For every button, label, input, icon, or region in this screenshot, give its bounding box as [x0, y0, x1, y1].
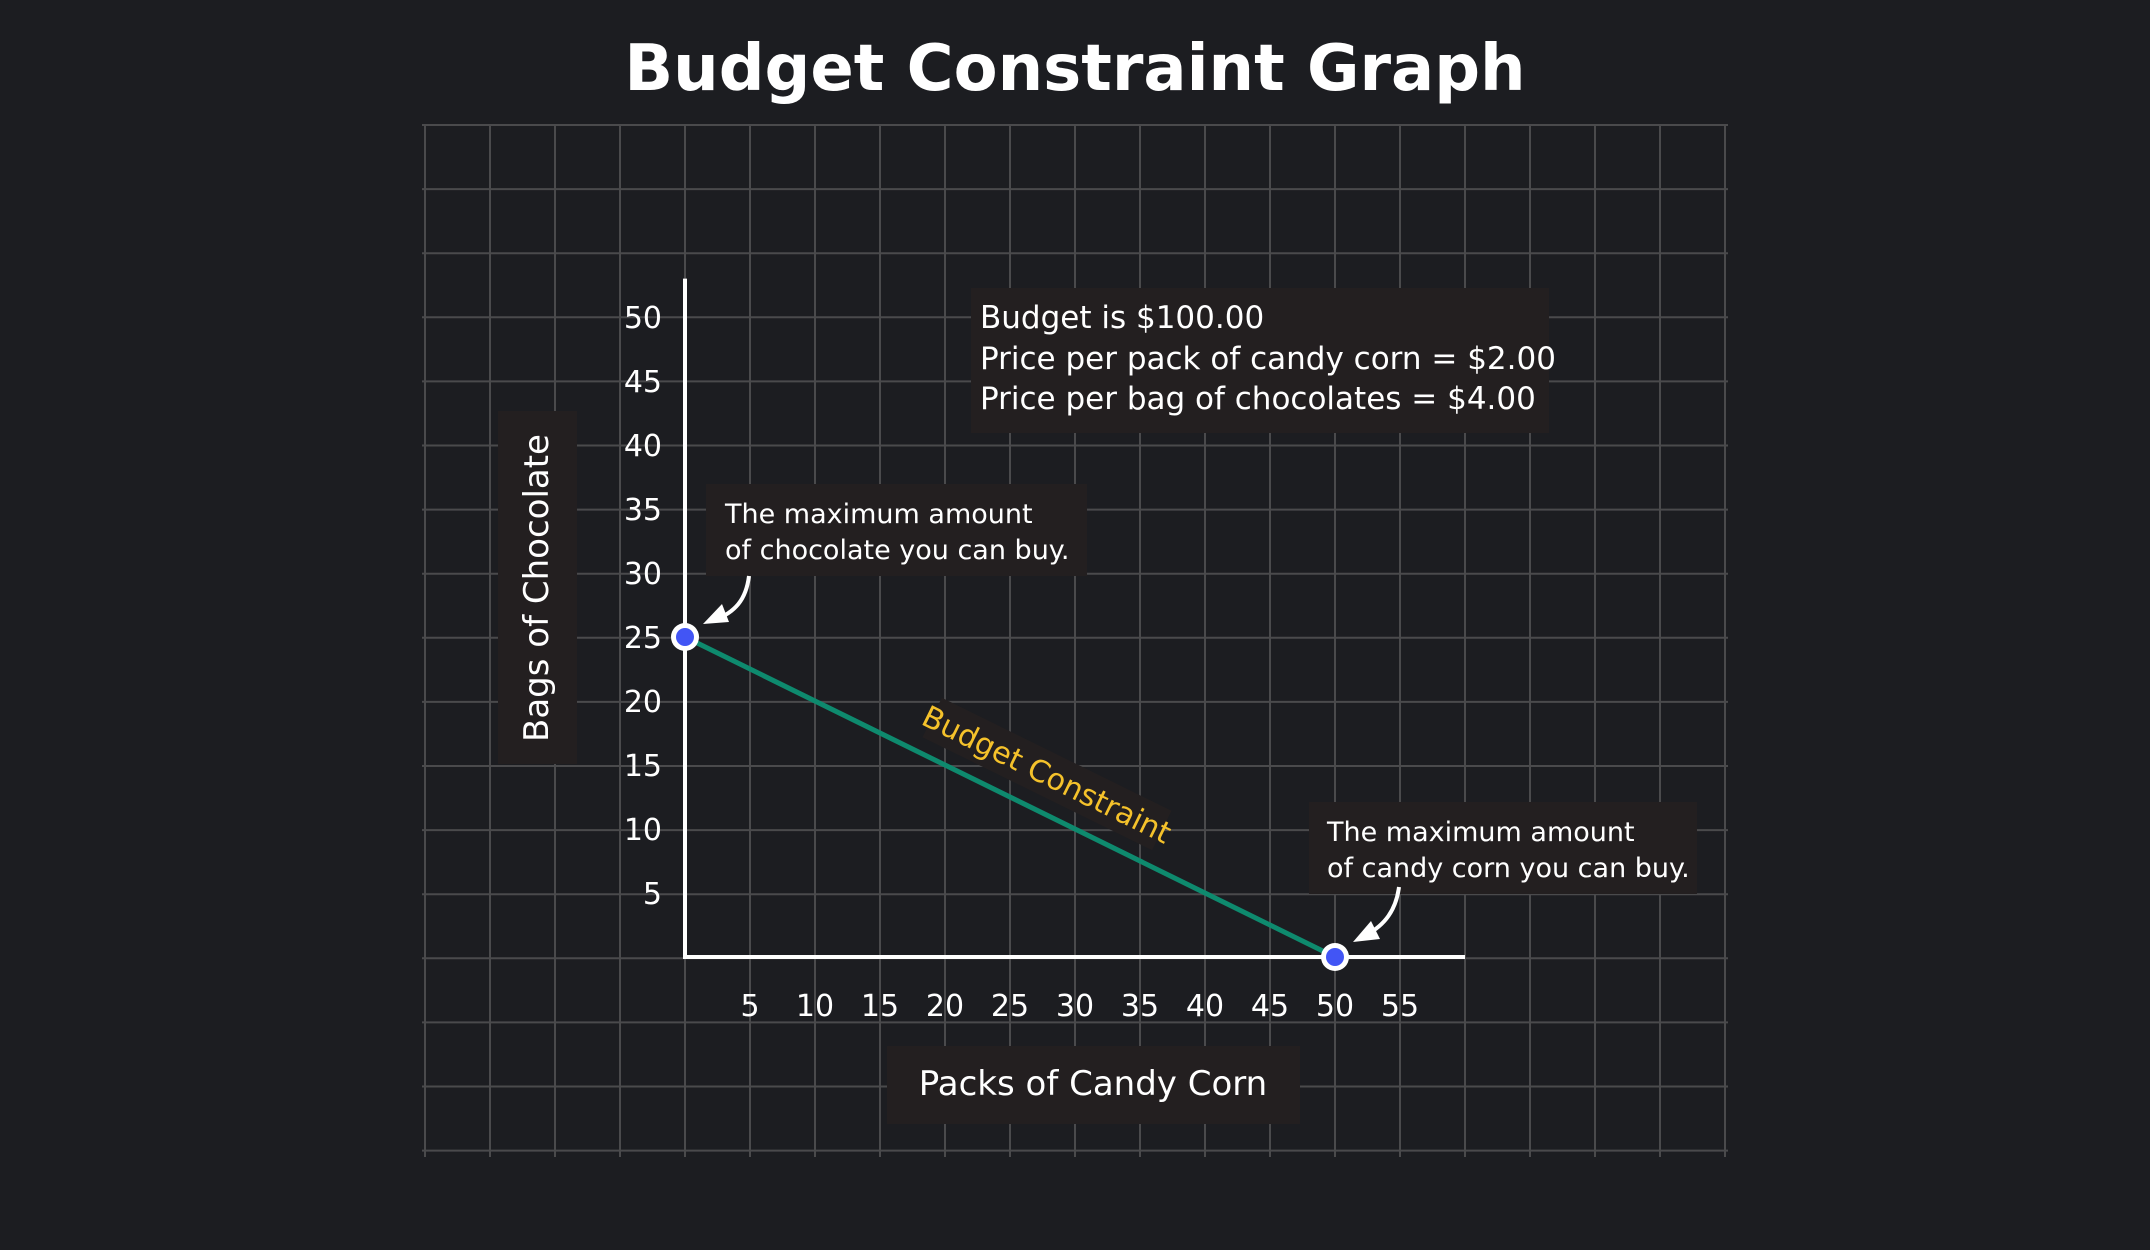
grid — [422, 124, 1728, 1157]
x-tick-label: 15 — [861, 989, 899, 1024]
max-chocolate-note-line1: The maximum amount — [724, 499, 1033, 530]
y-tick-label: 25 — [624, 621, 662, 656]
y-axis-label-box — [498, 411, 577, 764]
x-tick-label: 50 — [1316, 989, 1354, 1024]
arrow-icon — [703, 575, 751, 624]
x-tick-label: 45 — [1251, 989, 1289, 1024]
info-box — [971, 288, 1549, 433]
chart-title: Budget Constraint Graph — [624, 32, 1525, 106]
y-tick-label: 30 — [624, 557, 662, 592]
y-tick-label: 15 — [624, 749, 662, 784]
x-tick-label: 55 — [1381, 989, 1419, 1024]
x-tick-label: 20 — [926, 989, 964, 1024]
x-tick-label: 10 — [796, 989, 834, 1024]
y-tick-label: 5 — [643, 877, 662, 912]
data-point — [1326, 948, 1344, 966]
y-tick-label: 45 — [624, 365, 662, 400]
series-label-box — [922, 697, 1172, 851]
x-tick-label: 25 — [991, 989, 1029, 1024]
x-tick-label: 40 — [1186, 989, 1224, 1024]
x-tick-label: 35 — [1121, 989, 1159, 1024]
y-tick-label: 50 — [624, 301, 662, 336]
y-tick-label: 20 — [624, 685, 662, 720]
info-budget: Budget is $100.00 — [980, 300, 1264, 336]
max-candy-corn-note-line2: of candy corn you can buy. — [1327, 853, 1690, 884]
y-axis-label: Bags of Chocolate — [517, 434, 557, 742]
info-chocolate-price: Price per bag of chocolates = $4.00 — [980, 381, 1536, 417]
max-candy-corn-note-line1: The maximum amount — [1326, 817, 1635, 848]
arrow-icon — [1353, 886, 1401, 942]
y-tick-label: 40 — [624, 429, 662, 464]
max-candy-corn-note-box — [1309, 802, 1697, 894]
data-point — [676, 628, 694, 646]
x-tick-label: 5 — [740, 989, 759, 1024]
y-tick-label: 35 — [624, 493, 662, 528]
max-chocolate-note-box — [706, 484, 1087, 576]
budget-constraint-line — [683, 634, 1337, 960]
x-axis-label: Packs of Candy Corn — [919, 1064, 1267, 1104]
max-chocolate-note-line2: of chocolate you can buy. — [725, 535, 1070, 566]
info-candy-price: Price per pack of candy corn = $2.00 — [980, 341, 1556, 377]
x-axis-label-box — [887, 1046, 1300, 1124]
x-tick-label: 30 — [1056, 989, 1094, 1024]
y-tick-label: 10 — [624, 813, 662, 848]
